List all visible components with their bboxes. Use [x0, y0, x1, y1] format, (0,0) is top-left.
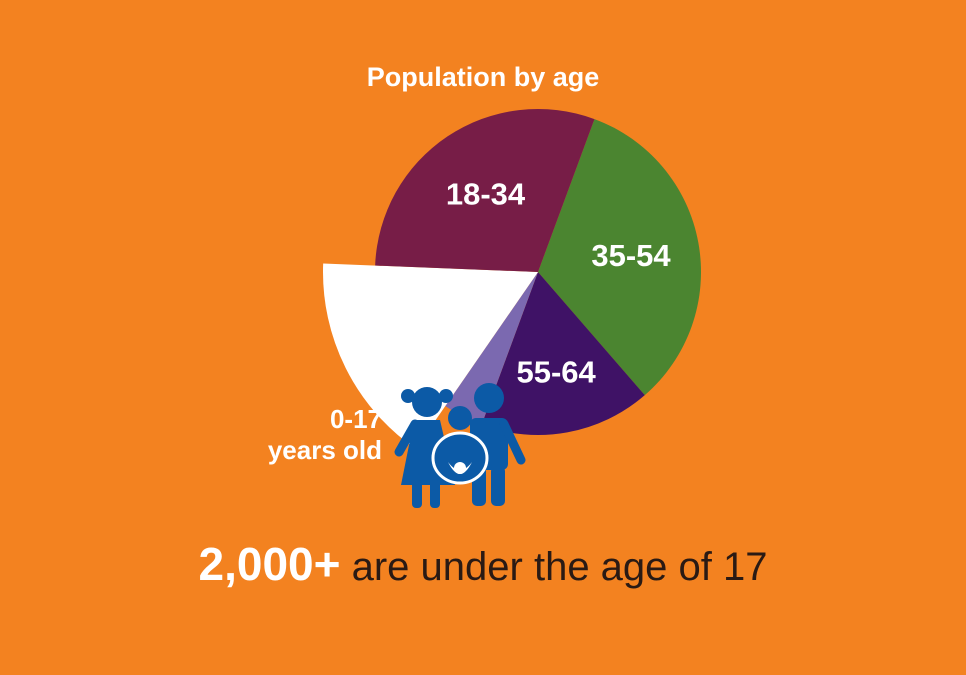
- footer-statement: 2,000+ are under the age of 17: [0, 537, 966, 591]
- pie-slice-0-17-years-old: [323, 263, 538, 449]
- callout-line-1: 0-17: [329, 404, 382, 434]
- footer-highlight: 2,000+: [198, 538, 341, 590]
- callout-0-17: 0-17 years old: [192, 404, 382, 466]
- pie-slice-labels: 35-54 55-64 18-34: [446, 176, 672, 389]
- pie-slice-18-34: [375, 109, 595, 272]
- slice-label-35-54: 35-54: [591, 238, 671, 273]
- callout-line-2: years old: [267, 435, 382, 465]
- pie-slices: [323, 109, 701, 449]
- footer-text: are under the age of 17: [351, 545, 768, 589]
- family-icon: [394, 383, 526, 508]
- pie-slice-unlabeled: [445, 272, 538, 425]
- slice-label-18-34: 18-34: [446, 176, 526, 211]
- pie-slice-35-54: [538, 119, 701, 396]
- chart-title: Population by age: [366, 62, 600, 92]
- slice-label-55-64: 55-64: [516, 354, 596, 389]
- pie-slice-55-64: [481, 272, 645, 435]
